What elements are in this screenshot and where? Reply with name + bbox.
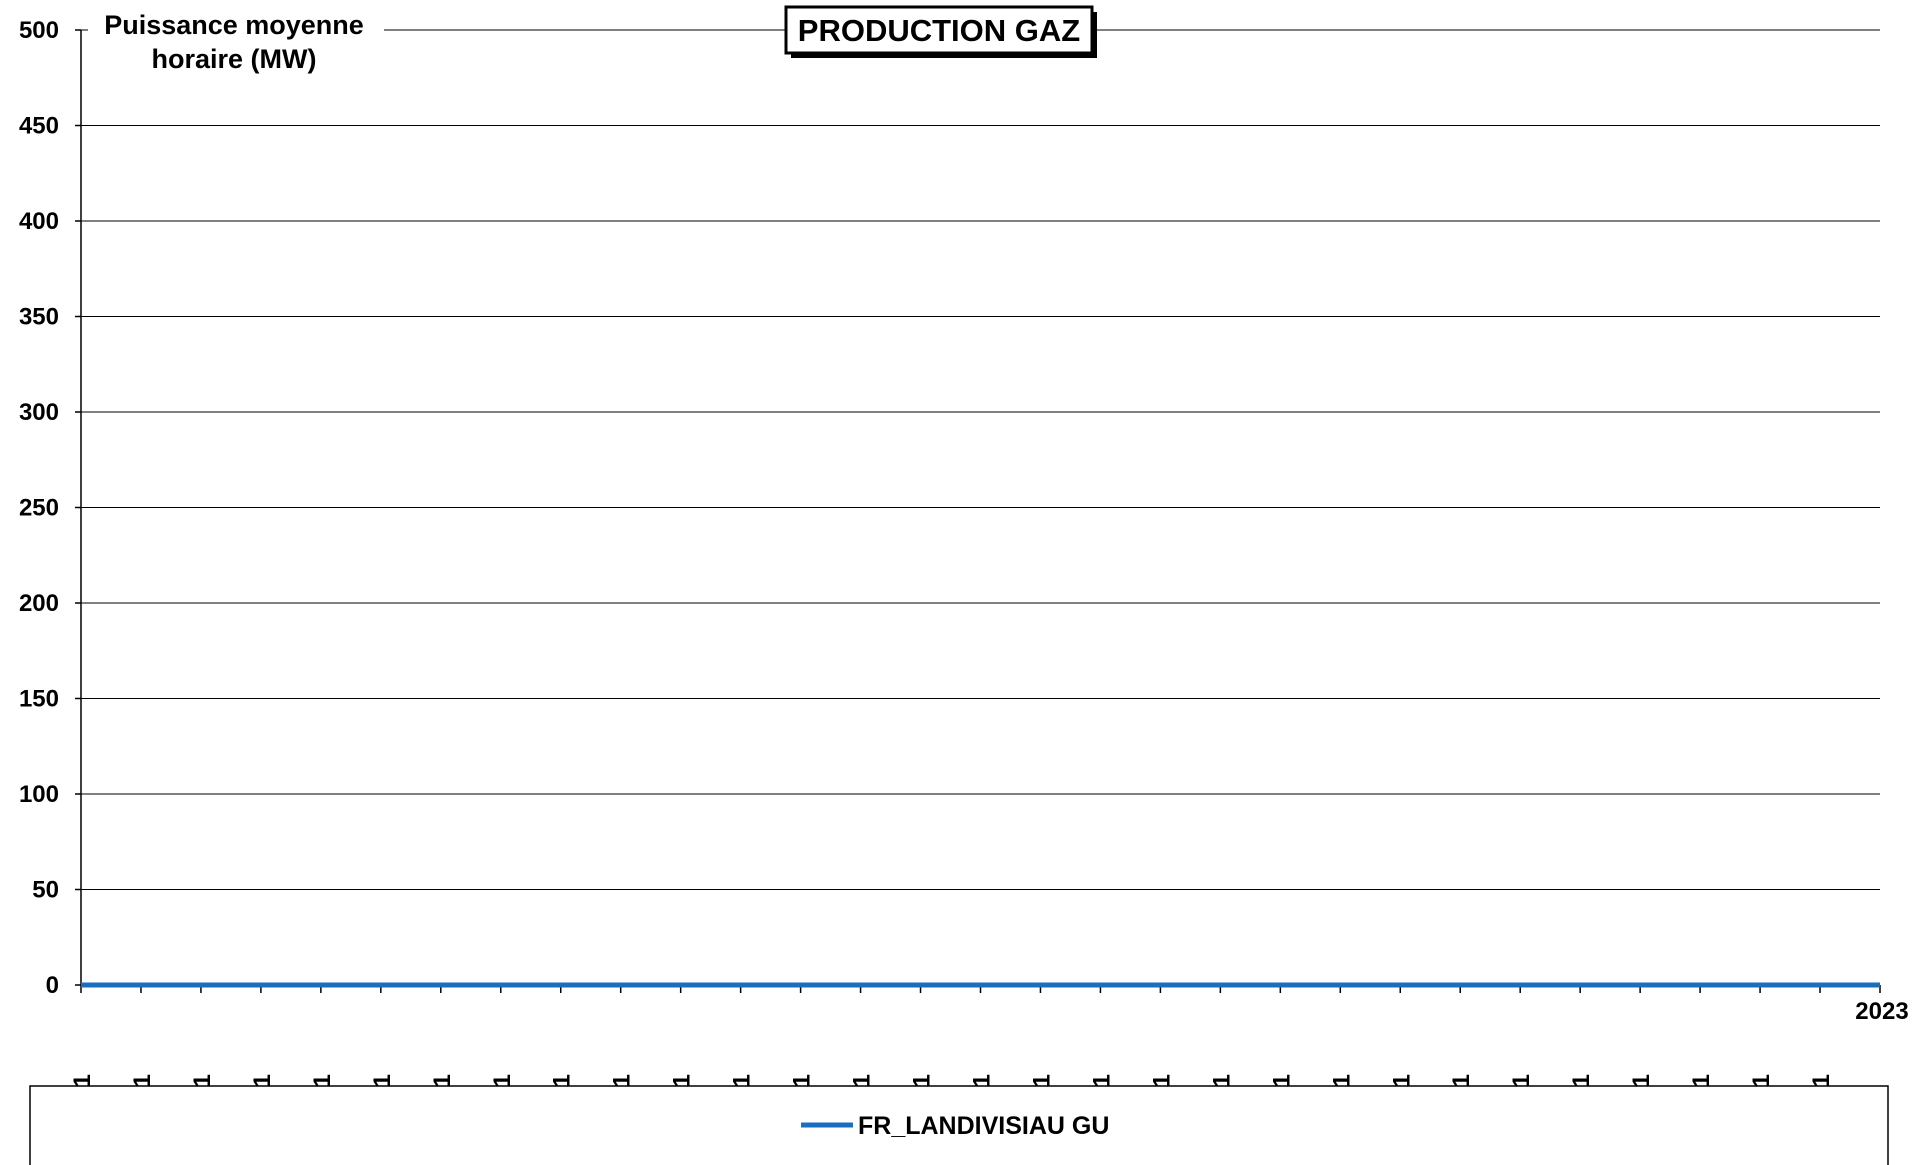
y-tick-label: 50 [32,877,59,904]
legend-box [29,1085,1889,1165]
y-tick-label: 450 [19,113,59,140]
y-axis-label-line2: horaire (MW) [152,44,317,74]
gridlines [81,29,1880,890]
chart-title: PRODUCTION GAZ [798,13,1081,48]
ylabel-background [88,8,384,80]
y-tick-label: 0 [46,972,59,999]
y-tick-label: 500 [19,17,59,44]
x-axis-year-label: 2023 [1855,998,1908,1025]
y-axis-label-line1: Puissance moyenne [104,10,364,40]
y-tick-label: 350 [19,304,59,331]
y-tick-label: 200 [19,590,59,617]
title-box [784,5,1094,55]
y-tick-label: 150 [19,686,59,713]
y-tick-label: 250 [19,495,59,522]
y-tick-label: 400 [19,208,59,235]
y-tick-label: 100 [19,781,59,808]
y-axis-ticks: 0 50 100 150 200 250 300 350 400 450 500 [19,17,81,999]
y-tick-label: 300 [19,399,59,426]
legend-label: FR_LANDIVISIAU GU [858,1112,1109,1140]
